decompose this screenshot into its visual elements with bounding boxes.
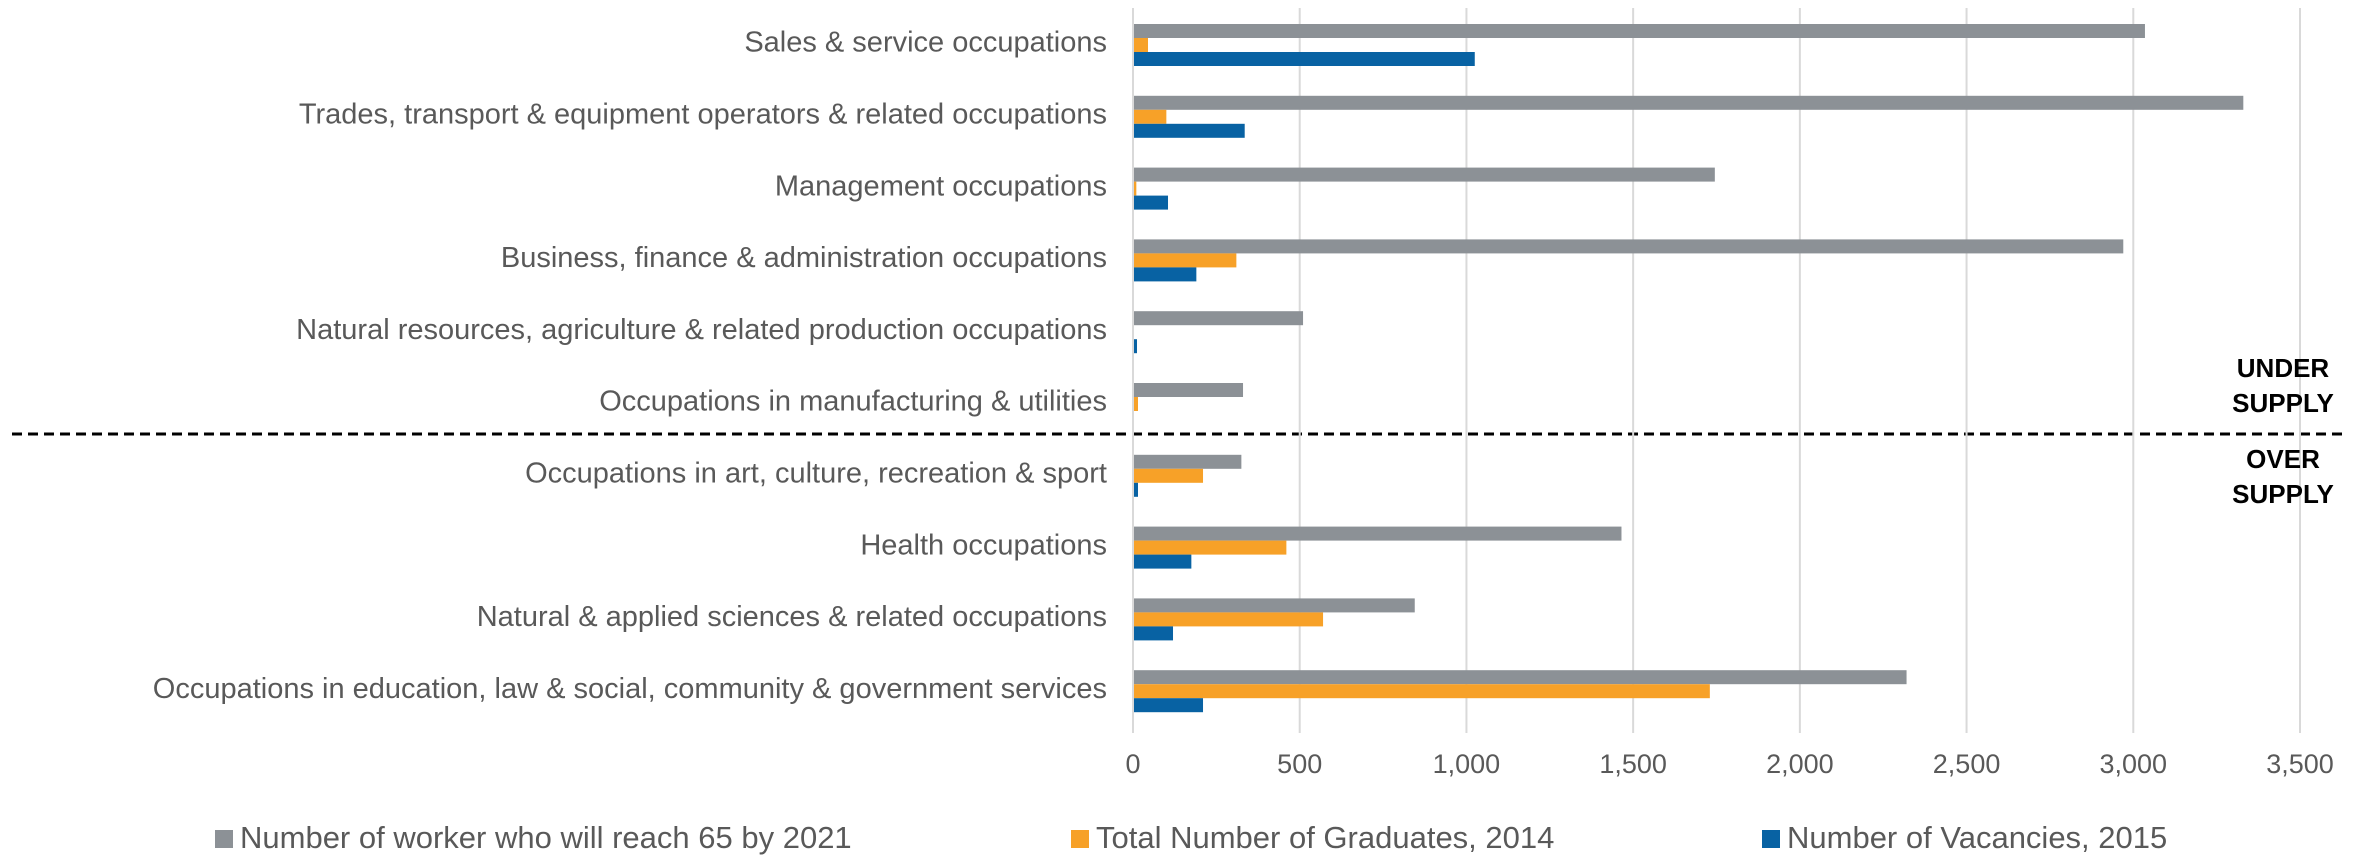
bar (1133, 540, 1287, 555)
bar (1133, 52, 1475, 66)
category-label: Natural resources, agriculture & related… (296, 314, 1107, 346)
x-tick-label: 3,500 (2266, 749, 2334, 779)
bar (1133, 554, 1192, 569)
bar (1133, 95, 2244, 110)
x-tick-label: 500 (1277, 749, 1322, 779)
bar (1133, 195, 1169, 210)
category-label: Occupations in manufacturing & utilities (599, 386, 1107, 418)
category-label: Health occupations (860, 529, 1107, 561)
category-label: Natural & applied sciences & related occ… (477, 601, 1107, 633)
bar (1133, 181, 1137, 196)
bar (1133, 626, 1174, 641)
annotation: OVER (2246, 444, 2320, 474)
category-label: Occupations in education, law & social, … (153, 673, 1107, 705)
x-tick-label: 0 (1125, 749, 1140, 779)
annotation: SUPPLY (2232, 388, 2334, 418)
annotation: SUPPLY (2232, 479, 2334, 509)
annotation: UNDER (2237, 353, 2330, 383)
bar (1133, 454, 1242, 469)
bar (1133, 123, 1245, 138)
bar (1133, 339, 1138, 354)
bar (1133, 311, 1304, 326)
bar (1133, 253, 1237, 268)
x-tick-label: 1,500 (1599, 749, 1667, 779)
bar (1133, 383, 1244, 397)
bar (1133, 239, 2124, 254)
bar (1133, 526, 1622, 541)
bar (1133, 598, 1415, 613)
bar (1133, 24, 2145, 38)
legend-swatch (1071, 830, 1089, 848)
legend-label: Total Number of Graduates, 2014 (1096, 820, 1554, 855)
legend-label: Number of Vacancies, 2015 (1787, 820, 2167, 855)
bar (1133, 684, 1710, 699)
x-tick-label: 3,000 (2099, 749, 2167, 779)
category-label: Business, finance & administration occup… (501, 242, 1107, 274)
bar (1133, 468, 1204, 483)
bar (1133, 109, 1167, 124)
category-label: Occupations in art, culture, recreation … (525, 457, 1107, 489)
bar (1133, 612, 1324, 627)
x-tick-label: 1,000 (1433, 749, 1501, 779)
category-label: Trades, transport & equipment operators … (299, 98, 1107, 130)
legend-swatch (1762, 830, 1780, 848)
bar (1133, 38, 1149, 52)
bar (1133, 167, 1715, 182)
legend-label: Number of worker who will reach 65 by 20… (240, 820, 852, 855)
category-label: Management occupations (775, 170, 1107, 202)
bar (1133, 698, 1204, 713)
x-tick-label: 2,000 (1766, 749, 1834, 779)
bar (1133, 482, 1139, 497)
category-label: Sales & service occupations (744, 27, 1107, 59)
bar (1133, 670, 1907, 685)
legend-swatch (215, 830, 233, 848)
x-tick-label: 2,500 (1933, 749, 2001, 779)
bar (1133, 267, 1197, 282)
bar (1133, 397, 1139, 411)
